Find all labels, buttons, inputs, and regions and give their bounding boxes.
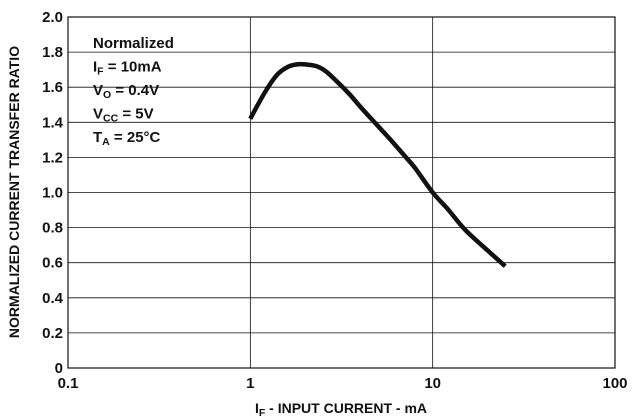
x-tick-label: 100 [602,375,627,392]
plot-frame [67,16,616,369]
annotation-line: Normalized [93,35,174,52]
annotation-line: IF = 10mA [93,59,162,78]
y-tick-label: 0.2 [42,325,63,342]
annotation-line: VO = 0.4V [93,82,159,101]
legend-annotation: Normalized IF = 10mA VO = 0.4V VCC = 5V TA =… [93,35,174,148]
x-tick-label: 10 [424,375,441,392]
annotation-line: VCC = 5V [93,106,154,125]
y-tick-label: 1.4 [42,114,64,131]
y-tick-label: 1.6 [42,79,63,96]
y-tick-label: 1.8 [42,44,63,61]
y-tick-label: 0.8 [42,220,63,237]
y-tick-label: 1.0 [42,185,63,202]
x-tick-label: 1 [246,375,254,392]
series-line [248,61,507,268]
x-axis-title: IF - INPUT CURRENT - mA [255,400,427,419]
x-tick-labels: 0.1 1 10 100 [58,375,628,392]
y-tick-label: 0.4 [42,290,64,307]
y-tick-labels: 0 0.2 0.4 0.6 0.8 1.0 1.2 1.4 1.6 1.8 2.0 [42,9,64,377]
annotation-line: TA = 25°C [93,129,161,148]
x-tick-label: 0.1 [58,375,79,392]
y-tick-label: 0.6 [42,255,63,272]
y-tick-label: 0 [55,360,63,377]
series-group [248,61,507,268]
y-tick-label: 2.0 [42,9,63,26]
y-tick-label: 1.2 [42,149,63,166]
y-axis-title: NORMALIZED CURRENT TRANSFER RATIO [6,46,22,338]
